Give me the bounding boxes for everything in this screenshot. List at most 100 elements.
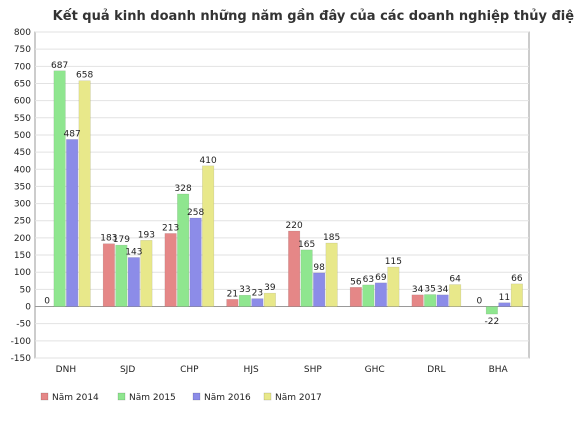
- legend-label: Năm 2014: [52, 393, 99, 403]
- bar: [349, 287, 362, 307]
- data-label: 185: [323, 233, 340, 243]
- x-tick-label: BHA: [489, 365, 509, 375]
- x-tick-label: DNH: [56, 365, 76, 375]
- y-tick-label: 700: [14, 62, 31, 72]
- data-label: 69: [375, 273, 387, 283]
- x-tick-label: CHP: [180, 365, 199, 375]
- bar: [140, 240, 153, 307]
- data-label: 183: [100, 234, 117, 244]
- y-tick-label: 650: [14, 79, 31, 89]
- y-tick-label: 550: [14, 114, 31, 124]
- bar: [449, 284, 462, 307]
- data-label: 35: [424, 285, 435, 295]
- bar: [436, 294, 449, 307]
- y-tick-label: 300: [14, 200, 31, 210]
- plot-area: [34, 31, 530, 359]
- data-label: 258: [187, 208, 204, 218]
- data-label: 0: [477, 297, 483, 307]
- bar: [202, 165, 215, 307]
- data-label: 658: [76, 71, 93, 81]
- bar: [485, 306, 498, 315]
- y-tick-label: 350: [14, 182, 31, 192]
- bar: [424, 294, 437, 307]
- x-tick-label: DRL: [427, 365, 445, 375]
- data-label: 98: [313, 263, 325, 273]
- bar: [387, 266, 400, 307]
- y-tick-label: -100: [11, 337, 32, 347]
- bars: [53, 70, 523, 315]
- legend-swatch: [263, 392, 272, 401]
- data-label: 115: [385, 257, 402, 267]
- legend-label: Năm 2016: [204, 393, 251, 403]
- bar: [127, 257, 140, 307]
- legend-swatch: [192, 392, 201, 401]
- data-label: 34: [437, 285, 449, 295]
- bar: [66, 139, 79, 307]
- data-label: 213: [162, 223, 179, 233]
- data-label: 687: [51, 61, 68, 71]
- bar: [226, 299, 239, 307]
- bar: [78, 80, 91, 307]
- y-tick-label: 800: [14, 28, 31, 38]
- bar: [362, 284, 375, 307]
- y-tick-label: 0: [25, 303, 31, 313]
- chart-title: Kết quả kinh doanh những năm gần đây của…: [53, 9, 574, 24]
- data-label: 193: [138, 230, 155, 240]
- x-tick-label: SHP: [304, 365, 322, 375]
- y-tick-label: 250: [14, 217, 31, 227]
- y-tick-label: 450: [14, 148, 31, 158]
- bar: [164, 233, 177, 307]
- bar: [189, 217, 202, 307]
- y-tick-label: -150: [11, 354, 32, 364]
- y-tick-label: 150: [14, 251, 31, 261]
- data-label: 33: [239, 285, 250, 295]
- legend-label: Năm 2017: [275, 393, 322, 403]
- bar: [411, 294, 424, 307]
- y-tick-label: 200: [14, 234, 31, 244]
- data-label: 179: [113, 235, 130, 245]
- bar: [251, 298, 264, 307]
- data-label: 64: [449, 275, 461, 285]
- data-label: 39: [264, 283, 276, 293]
- bar: [325, 242, 338, 307]
- bar: [288, 230, 301, 307]
- data-label: 0: [44, 297, 50, 307]
- data-label: 165: [298, 240, 315, 250]
- data-label: 487: [64, 129, 81, 139]
- bar: [238, 294, 251, 307]
- data-label: 23: [252, 289, 263, 299]
- data-label: 11: [499, 293, 510, 303]
- y-tick-label: 50: [20, 285, 32, 295]
- legend: Năm 2014 Năm 2015 Năm 2016 Năm 2017: [40, 392, 322, 403]
- x-tick-label: GHC: [365, 365, 385, 375]
- y-axis: -150 -100 -50 0 50 100 150 200 250 300 350 400 450 50…: [11, 28, 32, 364]
- data-label: 56: [350, 277, 362, 287]
- legend-swatch: [117, 392, 126, 401]
- data-label: 143: [125, 247, 142, 257]
- x-tick-label: SJD: [120, 365, 135, 375]
- data-label: 410: [200, 156, 217, 166]
- data-label: 220: [286, 221, 303, 231]
- bar: [313, 272, 326, 307]
- legend-swatch: [40, 392, 49, 401]
- y-tick-label: 600: [14, 97, 31, 107]
- y-tick-label: 500: [14, 131, 31, 141]
- data-label: 66: [511, 274, 523, 284]
- data-label: 63: [363, 275, 374, 285]
- bar: [510, 283, 523, 307]
- data-label: 328: [175, 184, 192, 194]
- y-tick-label: 750: [14, 45, 31, 55]
- data-label: 21: [227, 289, 238, 299]
- data-label: -22: [485, 317, 500, 327]
- bar: [300, 249, 313, 307]
- x-tick-label: HJS: [244, 365, 259, 375]
- legend-label: Năm 2015: [129, 393, 176, 403]
- bar: [263, 292, 276, 307]
- grid: [35, 31, 529, 359]
- bar: [53, 70, 66, 307]
- x-axis: DNH SJD CHP HJS SHP GHC DRL BHA: [56, 365, 509, 375]
- y-tick-label: -50: [16, 320, 31, 330]
